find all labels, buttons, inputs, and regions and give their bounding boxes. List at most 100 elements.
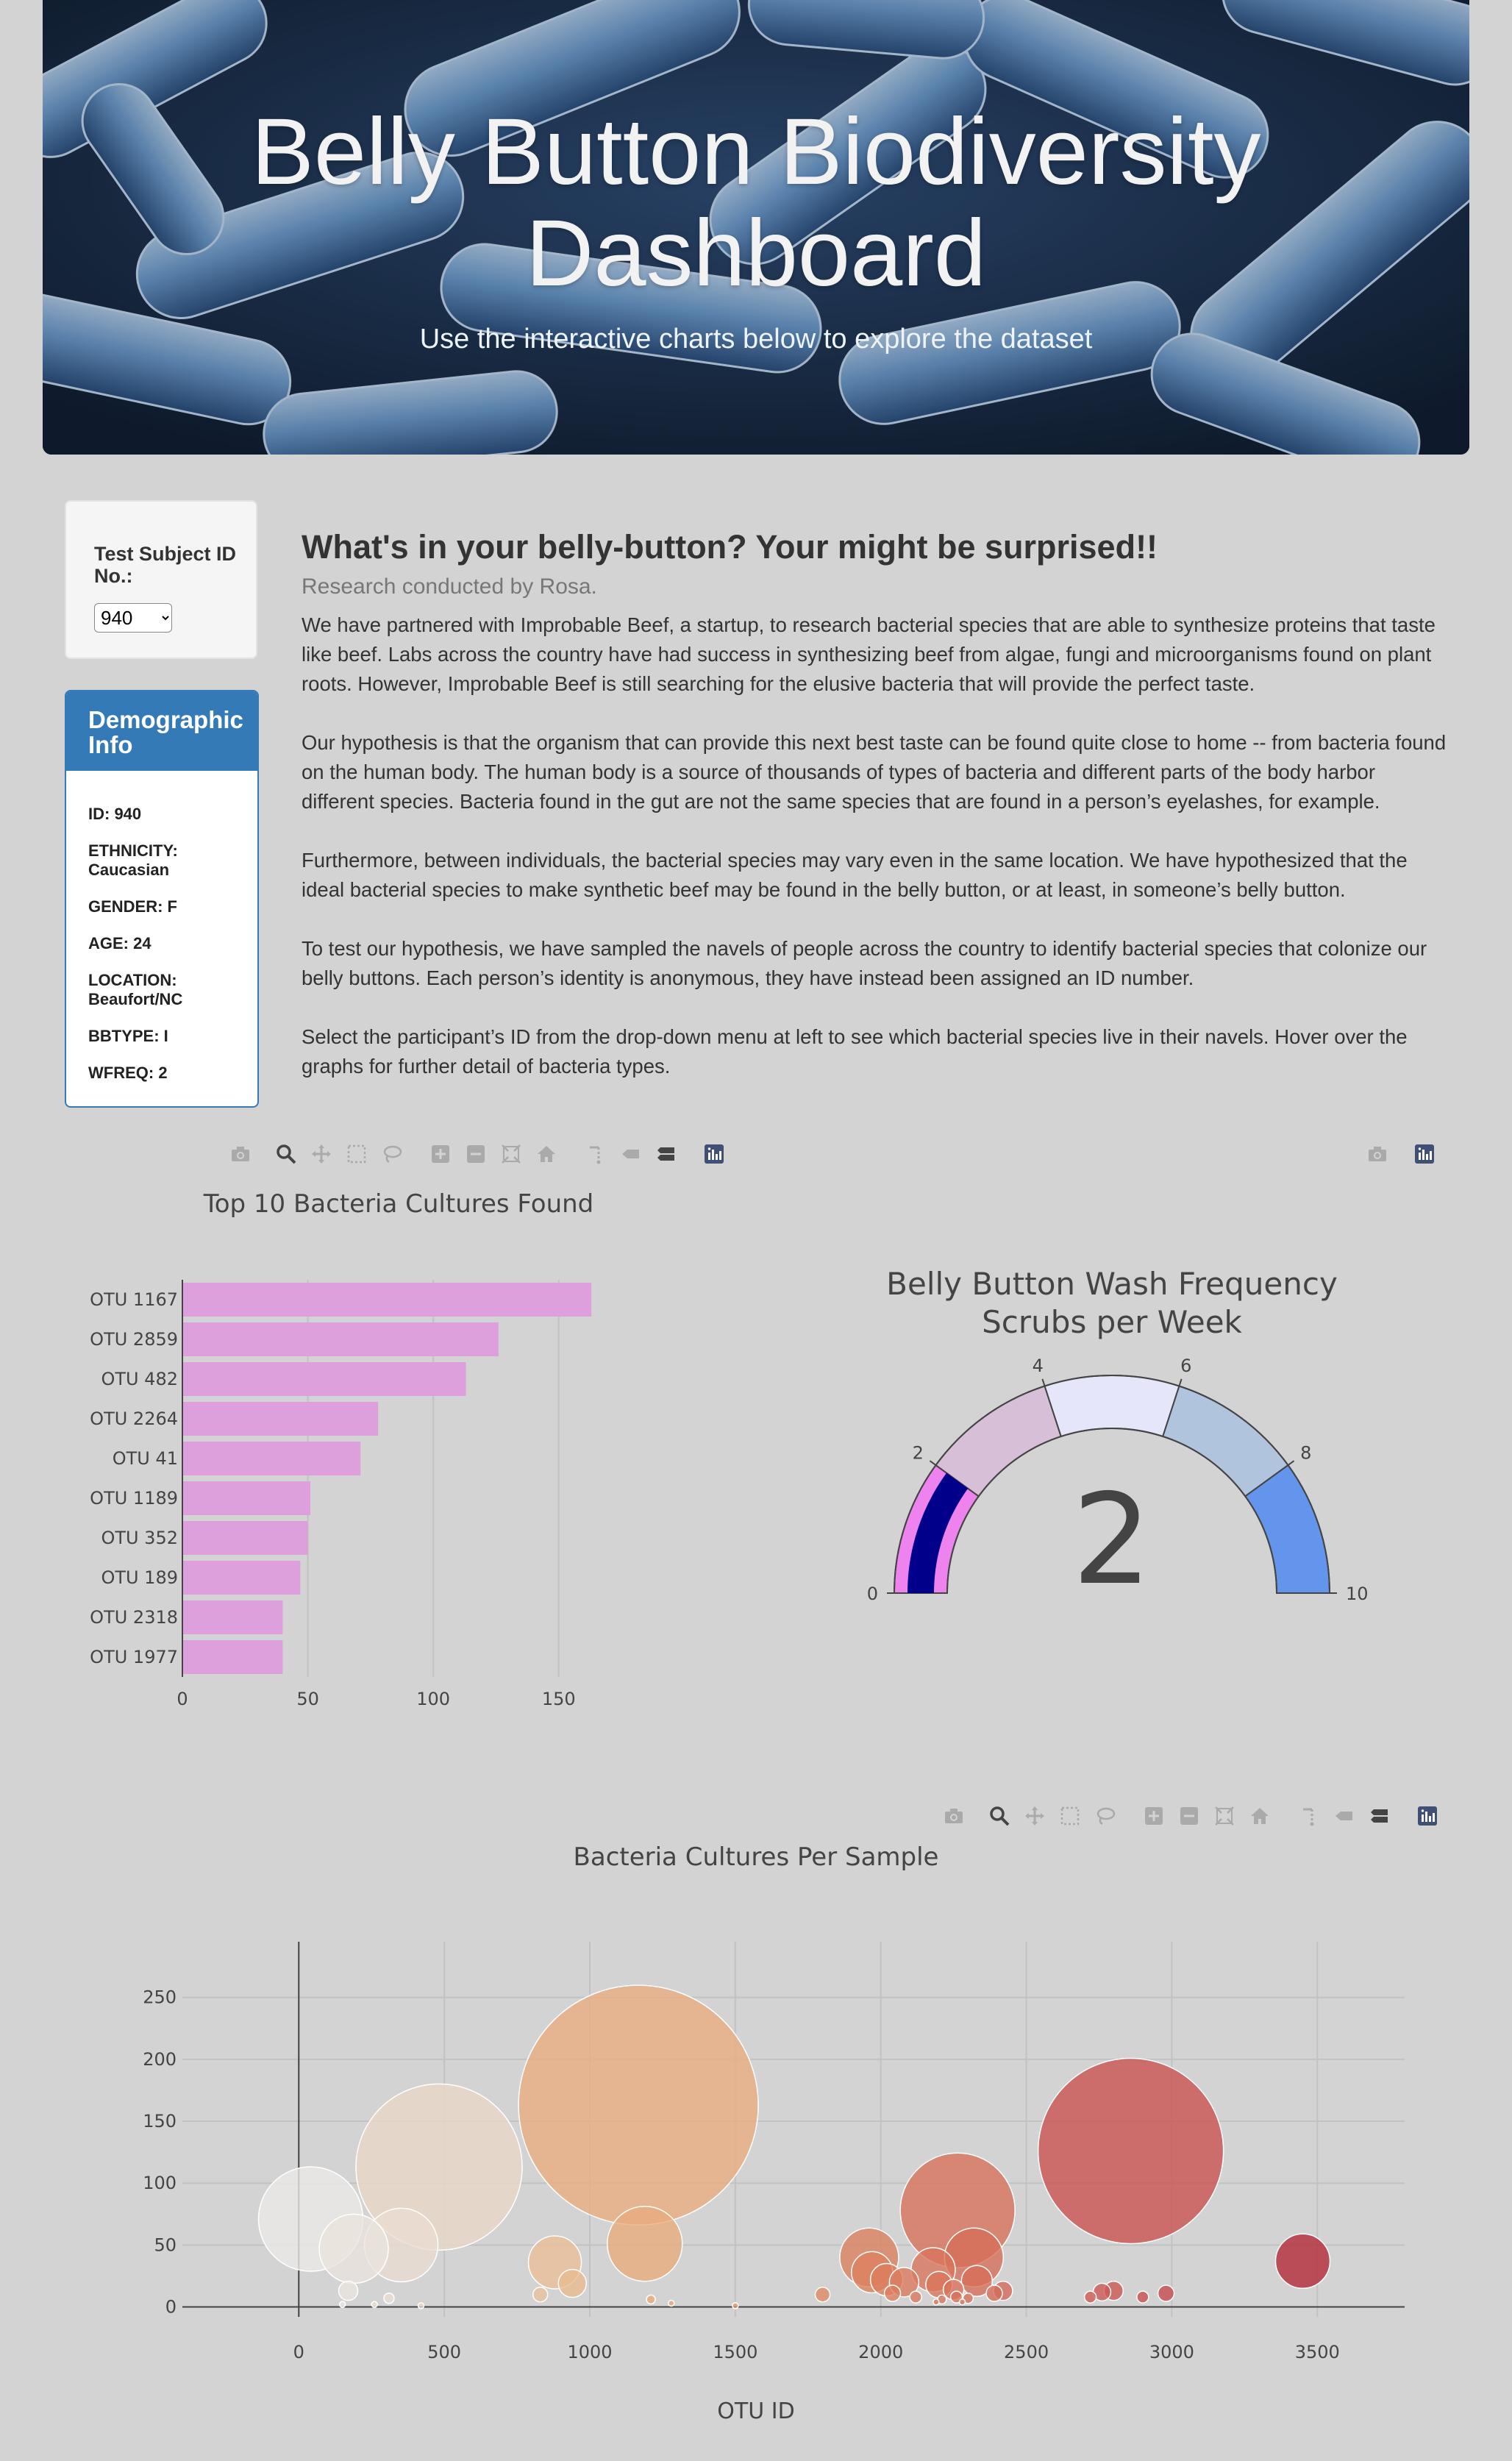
camera-icon[interactable] xyxy=(228,1142,253,1167)
header-jumbotron: Belly Button Biodiversity Dashboard Use … xyxy=(43,0,1469,455)
reset-axes-icon[interactable] xyxy=(1247,1803,1272,1828)
bubble-point xyxy=(371,2301,378,2308)
lasso-icon[interactable] xyxy=(379,1142,404,1167)
zoom-icon[interactable] xyxy=(274,1142,299,1167)
bubble-point xyxy=(883,2284,902,2302)
lasso-icon[interactable] xyxy=(1093,1803,1118,1828)
hover-compare-icon[interactable] xyxy=(1366,1803,1391,1828)
gauge-tick-label: 0 xyxy=(867,1584,878,1604)
top10-bar-chart[interactable]: Top 10 Bacteria Cultures Found 0 50 100 150 O… xyxy=(74,1177,632,1721)
bubble-point xyxy=(814,2286,831,2303)
article-heading: What's in your belly-button? Your might … xyxy=(302,528,1158,566)
bar-category-label: OTU 352 xyxy=(101,1528,178,1548)
demo-wfreq: WFREQ: 2 xyxy=(88,1064,168,1082)
bubble-chart-modebar xyxy=(941,1803,1441,1833)
bar xyxy=(182,1402,379,1436)
box-select-icon[interactable] xyxy=(1058,1803,1083,1828)
subject-id-label: Test Subject ID No.: xyxy=(94,543,237,587)
gauge-title-line-2: Scrubs per Week xyxy=(982,1304,1242,1340)
article-paragraph-2: Our hypothesis is that the organism that… xyxy=(302,731,1447,813)
bubble-x-tick-label: 0 xyxy=(293,2342,304,2362)
bar-chart-title: Top 10 Bacteria Cultures Found xyxy=(203,1189,594,1219)
hover-closest-icon[interactable] xyxy=(618,1142,643,1167)
gauge-title-line-1: Belly Button Wash Frequency xyxy=(886,1266,1338,1302)
bubble-y-tick-label: 100 xyxy=(143,2173,176,2193)
article-paragraph-4: To test our hypothesis, we have sampled … xyxy=(302,937,1427,989)
bubble-point xyxy=(318,2213,389,2284)
bubble-point xyxy=(1274,2233,1331,2290)
bar-category-label: OTU 1167 xyxy=(90,1289,178,1310)
gauge-tick-label: 2 xyxy=(913,1442,924,1463)
plotly-logo-icon[interactable] xyxy=(1415,1803,1440,1828)
gauge-tick-label: 6 xyxy=(1180,1356,1191,1376)
camera-icon[interactable] xyxy=(941,1803,966,1828)
bubble-x-axis-label: OTU ID xyxy=(717,2398,794,2424)
plotly-logo-icon[interactable] xyxy=(1412,1142,1437,1167)
hover-compare-icon[interactable] xyxy=(653,1142,678,1167)
gauge-tick-label: 4 xyxy=(1033,1356,1044,1376)
bar-category-label: OTU 1189 xyxy=(90,1488,178,1509)
bubble-y-tick-label: 150 xyxy=(143,2111,176,2131)
bubble-point xyxy=(960,2265,994,2297)
demo-bbtype: BBTYPE: I xyxy=(88,1027,168,1045)
gauge-tick-label: 8 xyxy=(1300,1442,1311,1463)
bar-category-label: OTU 2264 xyxy=(90,1408,178,1429)
bar-category-label: OTU 1977 xyxy=(90,1647,178,1667)
demographic-panel-title: Demographic Info xyxy=(66,691,257,771)
bubble-x-tick-label: 3000 xyxy=(1149,2342,1194,2362)
bubble-point xyxy=(383,2293,395,2304)
spike-lines-icon[interactable] xyxy=(1296,1803,1321,1828)
bar xyxy=(182,1521,308,1555)
reset-axes-icon[interactable] xyxy=(534,1142,559,1167)
demo-ethnicity: ETHNICITY: Caucasian xyxy=(88,841,178,879)
article-paragraph-5: Select the participant’s ID from the dro… xyxy=(302,1025,1408,1078)
zoom-icon[interactable] xyxy=(987,1803,1012,1828)
bar xyxy=(182,1481,310,1515)
bubble-point xyxy=(532,2286,549,2303)
zoom-in-icon[interactable] xyxy=(1141,1803,1166,1828)
demographic-panel-body: ID: 940 ETHNICITY: Caucasian GENDER: F A… xyxy=(66,771,257,1083)
pan-icon[interactable] xyxy=(309,1142,334,1167)
bubble-point xyxy=(417,2302,425,2309)
plotly-logo-icon[interactable] xyxy=(702,1142,727,1167)
gauge-step xyxy=(1044,1375,1180,1438)
demo-location: LOCATION: Beaufort/NC xyxy=(88,971,183,1008)
bar xyxy=(182,1322,499,1356)
bubble-x-tick-label: 500 xyxy=(427,2342,461,2362)
subject-id-select[interactable]: 940 xyxy=(94,603,172,633)
page-title: Belly Button Biodiversity Dashboard xyxy=(43,101,1469,304)
bar-category-label: OTU 482 xyxy=(101,1369,178,1389)
box-select-icon[interactable] xyxy=(344,1142,369,1167)
bubble-x-tick-label: 2000 xyxy=(858,2342,903,2362)
gauge-tick xyxy=(1178,1378,1183,1386)
bar xyxy=(182,1442,361,1475)
bar-chart-modebar xyxy=(228,1142,728,1171)
bubble-point xyxy=(1037,2057,1224,2245)
bubble-y-tick-label: 50 xyxy=(154,2234,176,2255)
autoscale-icon[interactable] xyxy=(499,1142,524,1167)
bubble-x-tick-label: 1500 xyxy=(713,2342,757,2362)
demo-id: ID: 940 xyxy=(88,805,142,823)
zoom-out-icon[interactable] xyxy=(1177,1803,1202,1828)
bubble-point xyxy=(1136,2290,1149,2304)
bar-x-tick-label: 50 xyxy=(296,1689,319,1709)
bar xyxy=(182,1283,592,1317)
bar xyxy=(182,1561,301,1595)
bubble-point xyxy=(1157,2284,1175,2302)
bar-category-label: OTU 2859 xyxy=(90,1329,178,1350)
zoom-out-icon[interactable] xyxy=(463,1142,488,1167)
gauge-value-number: 2 xyxy=(1072,1467,1152,1613)
pan-icon[interactable] xyxy=(1022,1803,1047,1828)
camera-icon[interactable] xyxy=(1365,1142,1390,1167)
gauge-tick xyxy=(929,1460,937,1466)
spike-lines-icon[interactable] xyxy=(582,1142,607,1167)
title-line-2: Dashboard xyxy=(525,201,987,306)
gauge-tick xyxy=(1041,1378,1046,1386)
autoscale-icon[interactable] xyxy=(1212,1803,1237,1828)
article-byline: Research conducted by Rosa. xyxy=(302,574,597,599)
hover-closest-icon[interactable] xyxy=(1331,1803,1356,1828)
zoom-in-icon[interactable] xyxy=(428,1142,453,1167)
bubble-point xyxy=(958,2298,966,2306)
